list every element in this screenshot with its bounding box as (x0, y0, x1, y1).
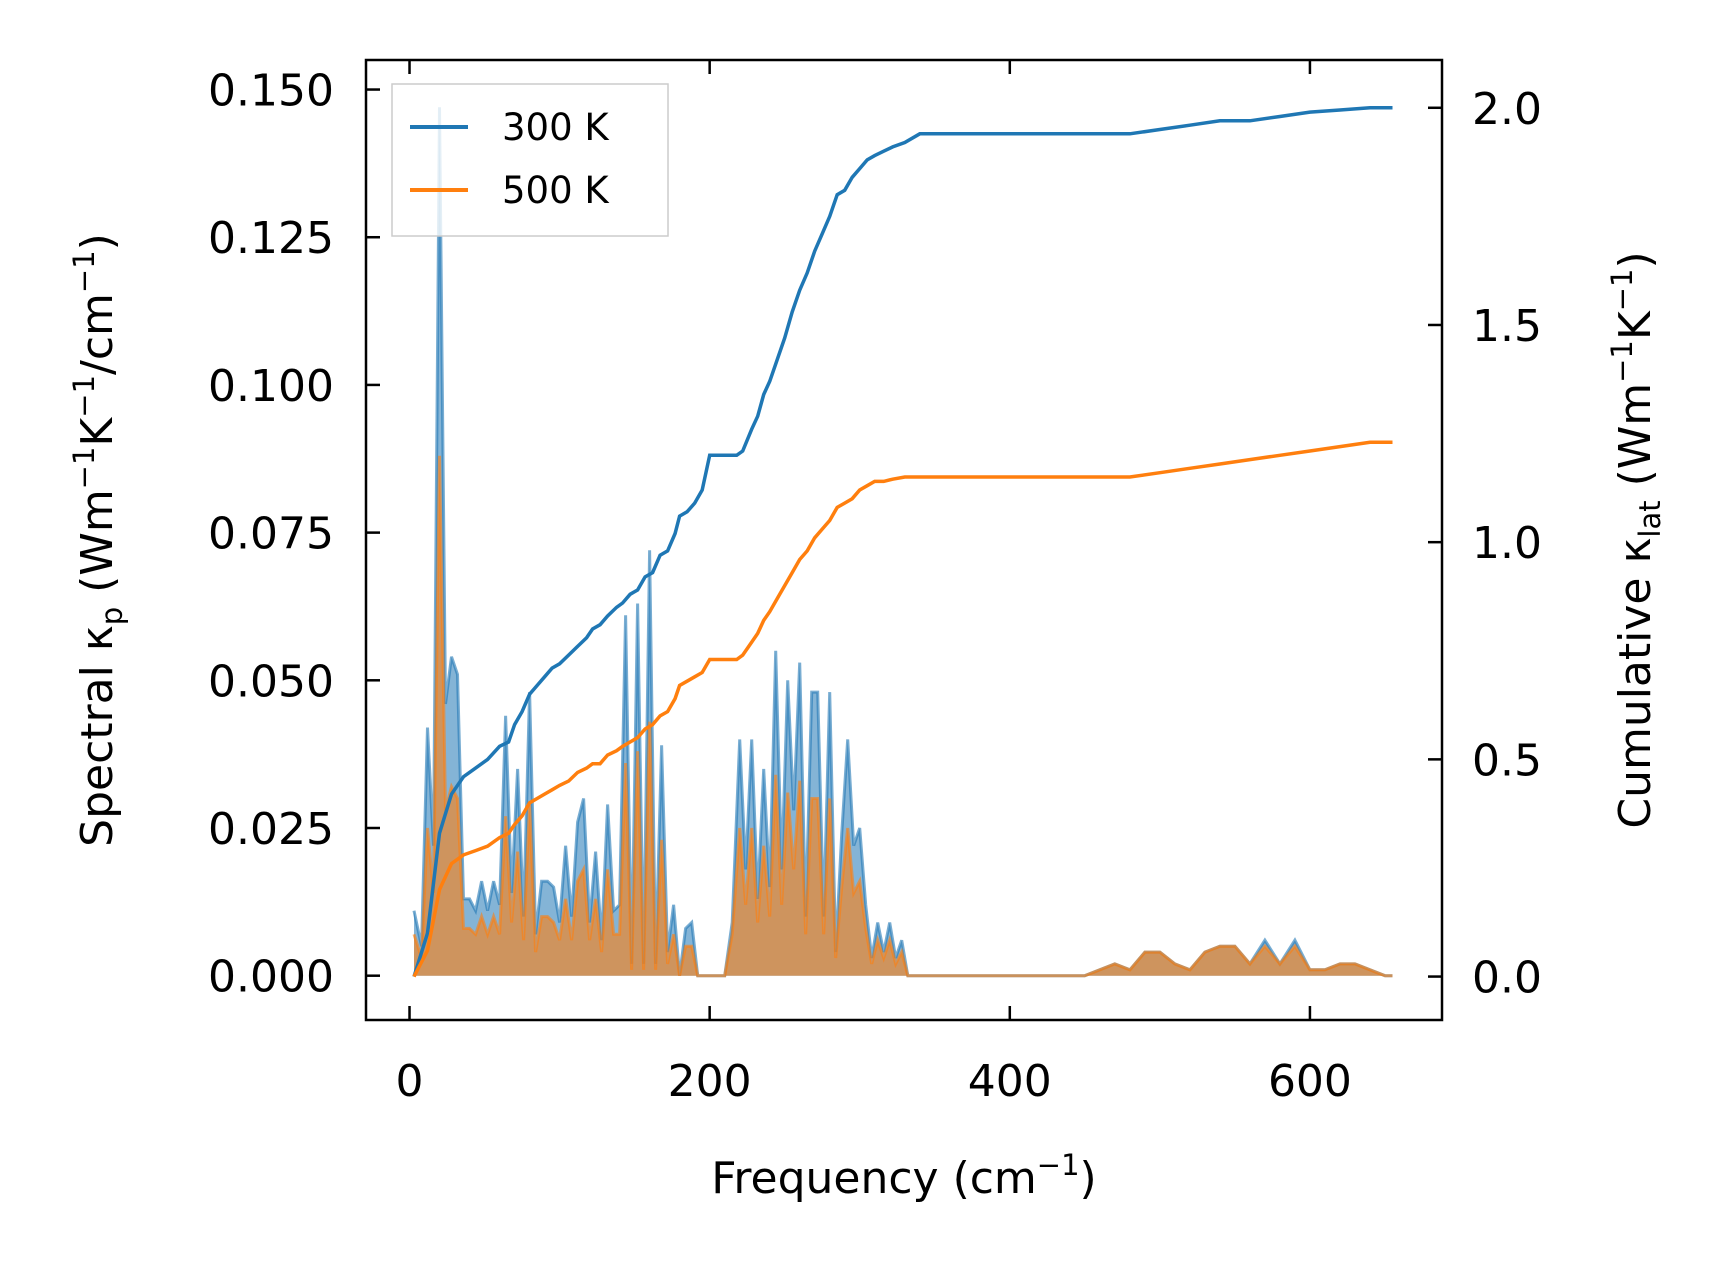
y-left-tick-label: 0.025 (208, 804, 334, 855)
x-tick-label: 600 (1268, 1056, 1352, 1107)
y-left-axis-title: Spectral κp (Wm−1K−1/cm−1) (67, 233, 129, 847)
y-left-tick-label: 0.150 (208, 66, 334, 117)
x-axis-title: Frequency (cm−1) (711, 1148, 1096, 1204)
y-right-tick-label: 0.0 (1472, 953, 1542, 1004)
y-left-tick-label: 0.100 (208, 361, 334, 412)
y-right-tick-label: 1.0 (1472, 518, 1542, 569)
legend: 300 K 500 K (391, 83, 669, 237)
plot-frame (364, 58, 1444, 1022)
legend-label-500k: 500 K (502, 169, 610, 212)
spectral-line-500k (412, 455, 1393, 978)
cumulative-line-500k (412, 440, 1393, 978)
x-tick-label: 400 (968, 1056, 1052, 1107)
x-tick-label: 200 (668, 1056, 752, 1107)
y-left-tick-label: 0.125 (208, 213, 334, 264)
y-left-tick-label: 0.075 (208, 509, 334, 560)
axis-ticks: 0 200 400 600 0.000 0.025 0.050 0.075 0.100 0.125… (208, 60, 1542, 1107)
y-right-tick-label: 1.5 (1472, 301, 1542, 352)
legend-label-300k: 300 K (502, 106, 610, 149)
x-tick-label: 0 (396, 1056, 424, 1107)
cumulative-line-300k (412, 106, 1393, 978)
y-right-tick-label: 2.0 (1472, 84, 1542, 135)
plot-area (412, 106, 1393, 978)
spectral-area-500k (414, 455, 1393, 976)
y-left-tick-label: 0.050 (208, 656, 334, 707)
legend-box (391, 83, 669, 237)
y-left-tick-label: 0.000 (208, 952, 334, 1003)
y-right-tick-label: 0.5 (1472, 735, 1542, 786)
y-right-axis-title: Cumulative κlat (Wm−1K−1) (1605, 251, 1667, 828)
